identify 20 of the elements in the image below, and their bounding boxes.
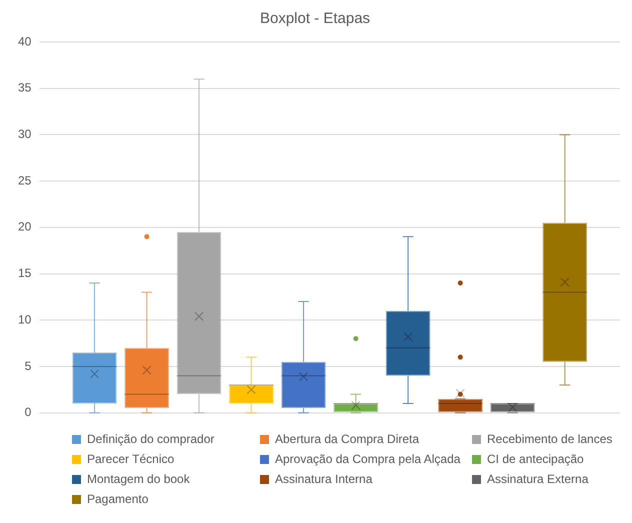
legend-label: Pagamento	[87, 492, 148, 506]
legend-label: Recebimento de lances	[487, 432, 612, 446]
y-tick-label: 40	[18, 34, 32, 48]
y-tick-label: 0	[24, 405, 32, 420]
y-tick-label: 35	[18, 80, 32, 95]
y-tick-label: 25	[18, 173, 32, 188]
legend-label: Assinatura Interna	[275, 472, 372, 486]
legend-label: Montagem do book	[87, 472, 190, 486]
legend-label: CI de antecipação	[487, 452, 584, 466]
y-tick-label: 20	[18, 220, 32, 234]
legend-label: Abertura da Compra Direta	[275, 432, 420, 446]
y-tick-label: 5	[24, 358, 32, 373]
y-tick-label: 30	[18, 127, 32, 142]
legend-label: Parecer Técnico	[87, 452, 174, 466]
y-tick-label: 15	[18, 266, 32, 280]
y-tick-label: 10	[18, 312, 32, 326]
legend-label: Aprovação da Compra pela Alçada	[275, 452, 460, 466]
chart-title: Boxplot - Etapas	[260, 10, 370, 28]
legend-label: Definição do comprador	[87, 432, 214, 446]
legend-label: Assinatura Externa	[487, 472, 588, 486]
